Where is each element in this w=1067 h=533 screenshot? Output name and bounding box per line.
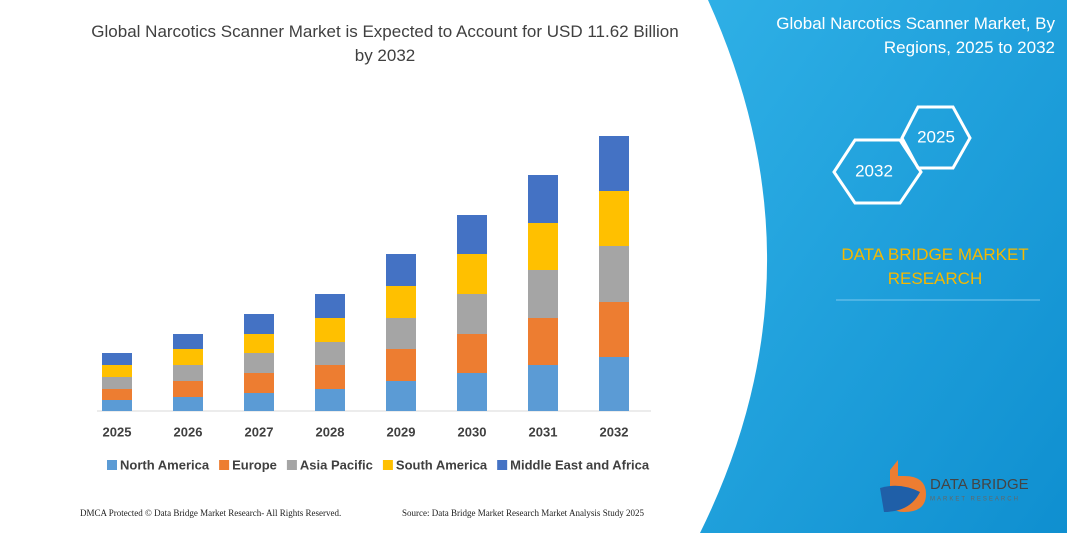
legend-swatch — [497, 460, 508, 470]
legend-label: Europe — [232, 457, 277, 472]
bar-segment — [173, 381, 203, 397]
x-tick-label: 2032 — [600, 424, 629, 439]
legend-swatch — [107, 460, 117, 470]
bar-segment — [173, 397, 203, 411]
bar-segment — [315, 342, 345, 365]
hexagon — [900, 105, 972, 170]
bar-segment — [244, 314, 274, 334]
bar-segment — [599, 302, 629, 357]
bar-segment — [386, 286, 416, 318]
x-tick-label: 2025 — [103, 424, 132, 439]
x-tick-label: 2030 — [458, 424, 487, 439]
side-panel-bg — [700, 0, 1067, 533]
bar-segment — [315, 365, 345, 389]
brand-text: DATA BRIDGE MARKET RESEARCH — [841, 245, 1029, 288]
footer-right: Source: Data Bridge Market Research Mark… — [402, 508, 644, 518]
bar-segment — [599, 191, 629, 246]
bar-segment — [102, 389, 132, 400]
legend-label: South America — [396, 457, 488, 472]
bar-segment — [528, 270, 558, 318]
bar-segment — [102, 377, 132, 389]
bar-segment — [386, 254, 416, 286]
hexagon — [832, 138, 923, 205]
x-tick-label: 2027 — [245, 424, 274, 439]
legend-label: Asia Pacific — [300, 457, 373, 472]
bar-segment — [102, 400, 132, 411]
bar-segment — [173, 365, 203, 381]
legend-swatch — [219, 460, 230, 470]
bar-segment — [244, 393, 274, 411]
x-tick-label: 2031 — [529, 424, 558, 439]
bar-segment — [457, 373, 487, 411]
bar-segment — [386, 349, 416, 381]
legend-swatch — [286, 460, 297, 470]
bar-segment — [528, 223, 558, 270]
bar-segment — [528, 318, 558, 365]
bar-segment — [599, 357, 629, 411]
bar-segment — [102, 353, 132, 365]
bar-segment — [102, 365, 132, 377]
bar-segment — [173, 334, 203, 349]
bar-segment — [457, 254, 487, 294]
bar-segment — [457, 294, 487, 334]
logo-tagline: MARKET RESEARCH — [930, 497, 1020, 503]
footer-left: DMCA Protected © Data Bridge Market Rese… — [80, 508, 342, 518]
bar-segment — [599, 136, 629, 191]
bar-segment — [386, 381, 416, 411]
bar-segment — [528, 365, 558, 411]
legend-label: Middle East and Africa — [510, 457, 650, 472]
x-tick-label: 2028 — [316, 424, 345, 439]
legend-swatch — [382, 460, 393, 470]
side-title: Global Narcotics Scanner Market, By Regi… — [776, 14, 1055, 57]
x-tick-label: 2029 — [387, 424, 416, 439]
logo-name: DATA BRIDGE — [930, 476, 1029, 493]
bar-segment — [315, 294, 345, 318]
bar-segment — [386, 318, 416, 349]
hexagon-label: 2032 — [855, 161, 893, 180]
legend-label: North America — [120, 457, 210, 472]
bar-segment — [315, 389, 345, 411]
bar-segment — [528, 175, 558, 223]
bar-segment — [457, 334, 487, 373]
bar-segment — [173, 349, 203, 365]
bar-segment — [244, 334, 274, 353]
bar-segment — [244, 353, 274, 373]
bar-segment — [244, 373, 274, 393]
hexagon-label: 2025 — [917, 127, 955, 146]
logo-mark — [880, 485, 920, 512]
x-tick-label: 2026 — [174, 424, 203, 439]
bar-segment — [457, 215, 487, 254]
chart-title: Global Narcotics Scanner Market is Expec… — [91, 22, 679, 65]
bar-segment — [599, 246, 629, 302]
bar-segment — [315, 318, 345, 342]
